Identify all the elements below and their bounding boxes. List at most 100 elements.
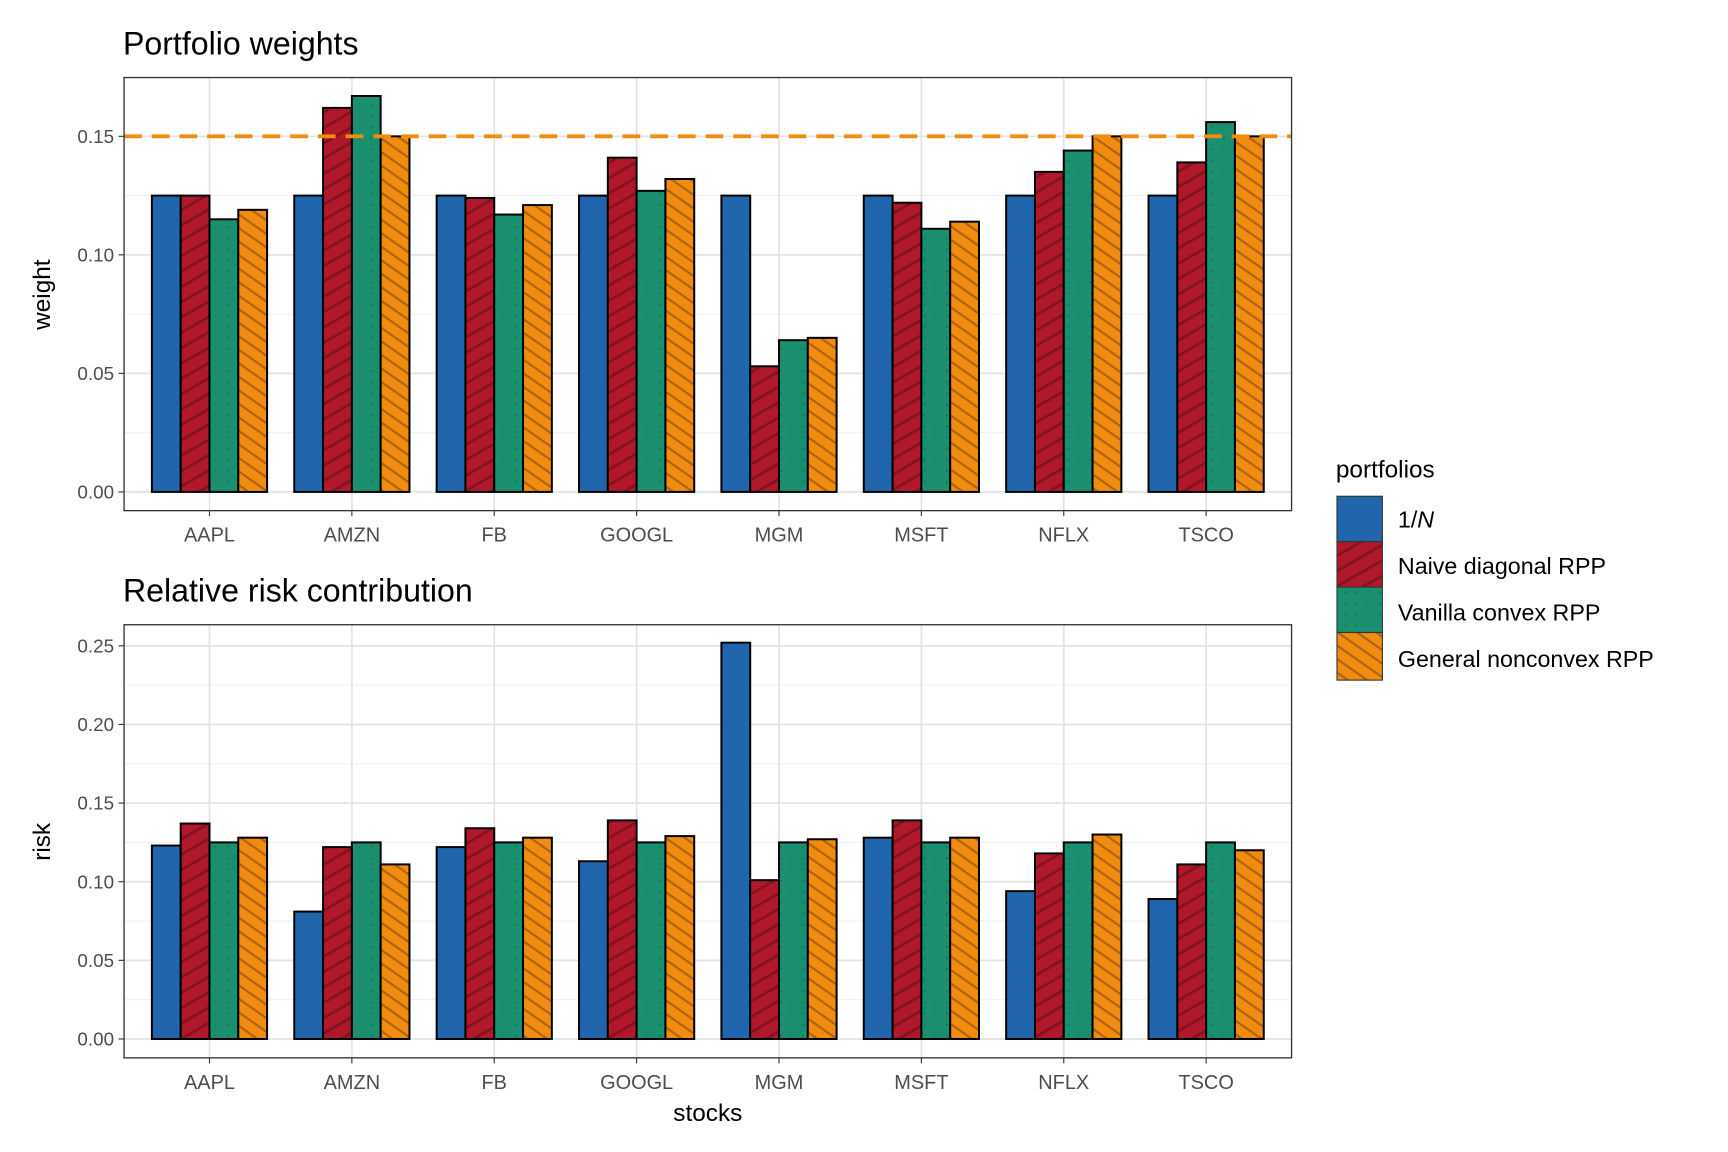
bar-aapl-series-0 [150,194,182,493]
bar-googl-series-1 [606,156,638,493]
bar-nflx-series-1 [1033,170,1065,493]
x-axis-label: stocks [673,1100,742,1127]
risk-panel: 0.00 0.05 0.10 0.15 0.20 0.25 AAPL AMZN FB GOOGL M… [77,624,1293,1094]
legend-label-1n: 1/N [1398,506,1434,532]
bar-msft-series-2 [920,841,952,1040]
bar-fb-series-3 [522,836,553,1040]
bar-msft-series-3 [949,220,980,493]
bar-googl-series-0 [578,860,609,1040]
weights-y-label: weight [29,259,56,331]
bar-mgm-series-1 [749,365,781,493]
y-tick-label: 0.20 [77,714,114,735]
bar-tsco-series-3 [1233,135,1265,493]
x-tick-label: FB [482,1072,507,1094]
bar-nflx-series-3 [1091,833,1123,1040]
bar-amzn-series-0 [293,910,325,1040]
bar-tsco-series-2 [1205,121,1236,493]
bar-aapl-series-2 [208,841,240,1040]
bar-fb-series-1 [464,827,496,1040]
bar-nflx-series-3 [1091,135,1123,493]
bar-googl-series-2 [635,841,667,1040]
y-tick-label: 0.10 [77,871,114,892]
bar-amzn-series-2 [350,95,382,493]
y-tick-label: 0.15 [77,126,114,147]
bar-googl-series-3 [664,178,696,493]
bar-mgm-series-2 [778,339,809,493]
bar-fb-series-0 [435,194,467,493]
bar-fb-series-2 [493,841,525,1040]
x-tick-label: MSFT [894,525,948,547]
x-tick-label: MGM [755,1072,804,1094]
bar-msft-series-0 [862,836,894,1040]
bar-tsco-series-0 [1147,898,1179,1040]
bar-googl-series-2 [635,189,667,493]
bar-tsco-series-2 [1205,841,1236,1040]
bar-msft-series-0 [862,194,894,493]
x-tick-label: TSCO [1178,1072,1233,1094]
y-tick-label: 0.05 [77,950,114,971]
bar-nflx-series-0 [1005,194,1036,493]
bar-aapl-series-1 [179,194,211,493]
bar-msft-series-3 [949,836,980,1040]
bar-fb-series-1 [464,196,496,493]
x-tick-label: NFLX [1038,1072,1089,1094]
x-tick-label: AMZN [324,525,380,547]
bar-aapl-series-3 [237,208,269,493]
y-tick-label: 0.05 [77,363,114,384]
y-tick-label: 0.25 [77,635,114,656]
bar-amzn-series-1 [322,106,353,493]
x-tick-label: AAPL [184,1072,235,1094]
bar-nflx-series-2 [1062,841,1094,1040]
bar-aapl-series-0 [150,844,182,1040]
bar-amzn-series-3 [379,135,411,493]
bar-googl-series-3 [664,835,696,1040]
risk-title: Relative risk contribution [123,572,473,608]
legend-label-vanilla: Vanilla convex RPP [1398,599,1600,625]
x-tick-label: GOOGL [600,1072,673,1094]
legend-label-naive: Naive diagonal RPP [1398,553,1606,579]
bar-mgm-series-0 [720,194,752,493]
bar-fb-series-3 [522,204,553,493]
y-tick-label: 0.00 [77,482,114,503]
x-tick-label: AMZN [324,1072,380,1094]
legend-title: portfolios [1336,456,1435,483]
x-tick-label: FB [482,525,507,547]
bar-msft-series-1 [891,201,923,493]
bar-mgm-series-0 [720,641,752,1040]
bar-msft-series-2 [920,227,952,493]
panel-border [123,624,1293,1059]
bar-amzn-series-3 [379,863,411,1040]
x-tick-label: GOOGL [600,525,673,547]
bar-fb-series-2 [493,213,525,493]
bar-nflx-series-2 [1062,149,1094,493]
legend: portfolios 1/N Naive diagonal RPP Vanill… [1336,456,1654,681]
x-tick-label: NFLX [1038,525,1089,547]
legend-key-vanilla [1336,586,1383,634]
bar-msft-series-1 [891,819,923,1040]
x-tick-label: TSCO [1178,525,1233,547]
weights-panel: 0.00 0.05 0.10 0.15 AAPL AMZN FB GOOGL MGM MSFT NF… [77,76,1293,547]
bar-amzn-series-0 [293,194,325,493]
bar-tsco-series-3 [1233,849,1265,1040]
legend-key-naive [1336,541,1383,588]
weights-title: Portfolio weights [123,25,359,61]
bar-mgm-series-1 [749,879,781,1040]
panel-border [123,76,1293,512]
y-tick-label: 0.10 [77,245,114,266]
bar-tsco-series-1 [1176,161,1208,493]
bar-aapl-series-3 [237,836,269,1040]
bar-mgm-series-3 [806,838,838,1040]
bar-nflx-series-0 [1005,890,1036,1040]
x-tick-label: MSFT [894,1072,948,1094]
x-tick-label: AAPL [184,525,235,547]
x-tick-label: MGM [755,525,804,547]
y-tick-label: 0.00 [77,1029,114,1050]
legend-key-general [1336,631,1383,681]
bar-googl-series-0 [578,194,609,493]
bar-tsco-series-0 [1147,194,1179,493]
bar-fb-series-0 [435,846,467,1040]
risk-y-label: risk [29,822,56,861]
bar-tsco-series-1 [1176,863,1208,1040]
legend-key-1n [1336,495,1383,543]
